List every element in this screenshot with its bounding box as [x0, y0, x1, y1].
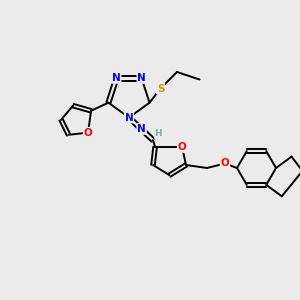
Text: O: O: [84, 128, 92, 138]
Text: O: O: [220, 158, 230, 169]
Text: N: N: [124, 112, 134, 123]
Text: S: S: [157, 83, 164, 94]
Text: N: N: [112, 73, 121, 83]
Text: O: O: [178, 142, 187, 152]
Text: N: N: [137, 124, 146, 134]
Text: N: N: [137, 73, 146, 83]
Text: H: H: [154, 129, 162, 138]
